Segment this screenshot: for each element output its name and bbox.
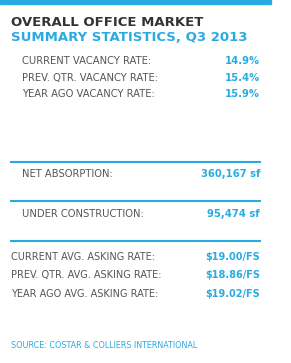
Text: YEAR AGO VACANCY RATE:: YEAR AGO VACANCY RATE: (22, 89, 155, 99)
Text: 95,474 sf: 95,474 sf (207, 209, 260, 219)
Text: $18.86/FS: $18.86/FS (205, 270, 260, 281)
Text: OVERALL OFFICE MARKET: OVERALL OFFICE MARKET (11, 16, 203, 29)
Text: SOURCE: COSTAR & COLLIERS INTERNATIONAL: SOURCE: COSTAR & COLLIERS INTERNATIONAL (11, 341, 197, 350)
Text: 15.4%: 15.4% (225, 73, 260, 83)
Text: $19.02/FS: $19.02/FS (205, 289, 260, 299)
Bar (0, 0, 271, 4)
Text: SUMMARY STATISTICS, Q3 2013: SUMMARY STATISTICS, Q3 2013 (11, 31, 247, 44)
Text: 15.9%: 15.9% (225, 89, 260, 99)
Text: 360,167 sf: 360,167 sf (201, 169, 260, 179)
Text: NET ABSORPTION:: NET ABSORPTION: (22, 169, 112, 179)
Text: UNDER CONSTRUCTION:: UNDER CONSTRUCTION: (22, 209, 143, 219)
Text: YEAR AGO AVG. ASKING RATE:: YEAR AGO AVG. ASKING RATE: (11, 289, 158, 299)
Text: PREV. QTR. AVG. ASKING RATE:: PREV. QTR. AVG. ASKING RATE: (11, 270, 161, 281)
Text: CURRENT AVG. ASKING RATE:: CURRENT AVG. ASKING RATE: (11, 252, 155, 262)
Text: 14.9%: 14.9% (225, 56, 260, 66)
Text: PREV. QTR. VACANCY RATE:: PREV. QTR. VACANCY RATE: (22, 73, 158, 83)
Text: $19.00/FS: $19.00/FS (205, 252, 260, 262)
Text: CURRENT VACANCY RATE:: CURRENT VACANCY RATE: (22, 56, 151, 66)
